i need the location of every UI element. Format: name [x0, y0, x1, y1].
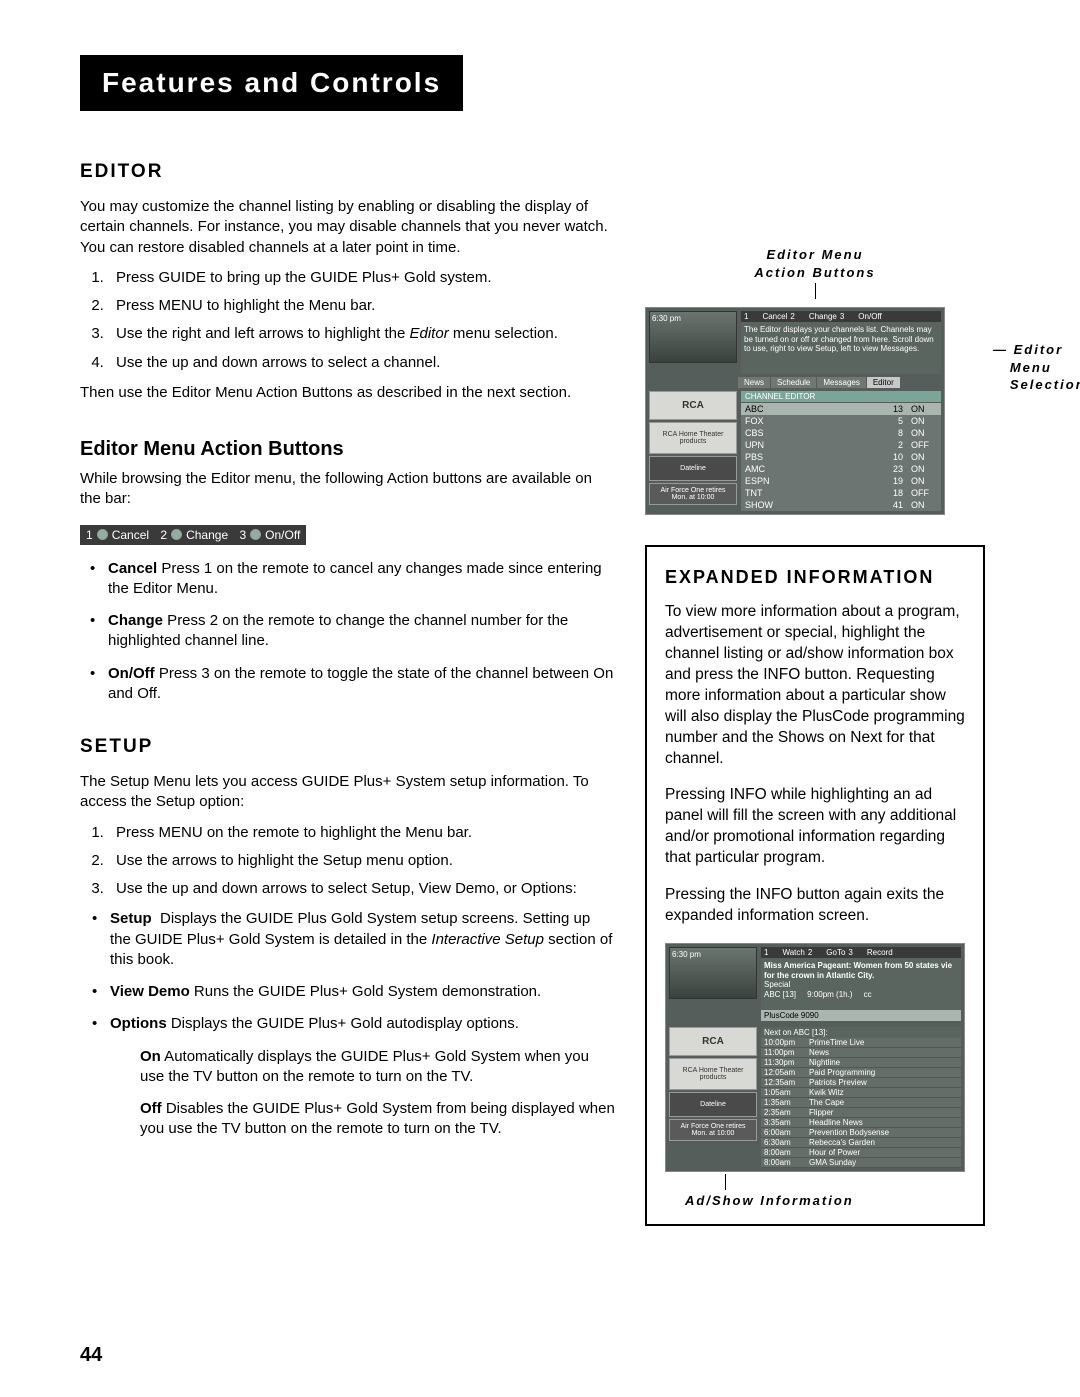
list-item: On Automatically displays the GUIDE Plus… [110, 1047, 615, 1088]
pip-window: 6:30 pm [649, 311, 737, 363]
tv-info-text: Miss America Pageant: Women from 50 stat… [761, 958, 961, 1010]
list-item: Off Disables the GUIDE Plus+ Gold System… [110, 1099, 615, 1140]
channel-row: UPN2OFF [741, 439, 941, 451]
tab-editor: Editor [867, 377, 900, 388]
channel-row: ESPN19ON [741, 475, 941, 487]
next-on-list: Next on ABC [13]: 10:00pmPrimeTime Live1… [761, 1027, 961, 1168]
tab-news: News [738, 377, 770, 388]
schedule-row: 12:35amPatriots Preview [761, 1078, 961, 1088]
schedule-row: 3:35amHeadline News [761, 1118, 961, 1128]
tv-info-text: The Editor displays your channels list. … [741, 322, 941, 374]
channel-row: PBS10ON [741, 451, 941, 463]
page-number: 44 [80, 1344, 102, 1367]
tv-tabs: News Schedule Messages Editor [738, 377, 944, 388]
schedule-row: 1:05amKwik Witz [761, 1088, 961, 1098]
editor-heading: Editor [80, 161, 615, 183]
expanded-info-box: Expanded Information To view more inform… [645, 545, 985, 1225]
page-title-banner: Features and Controls [80, 55, 463, 111]
channel-row: TNT18OFF [741, 487, 941, 499]
tv-ad-panel: RCA RCA Home Theater products Dateline A… [669, 1027, 757, 1168]
tv-action-bar: 1Cancel 2Change 3On/Off [741, 311, 941, 322]
schedule-row: 6:30amRebecca's Garden [761, 1138, 961, 1148]
schedule-row: 12:05amPaid Programming [761, 1068, 961, 1078]
setup-heading: Setup [80, 736, 615, 758]
setup-intro: The Setup Menu lets you access GUIDE Plu… [80, 772, 615, 813]
channel-row: FOX5ON [741, 415, 941, 427]
pip-window: 6:30 pm [669, 947, 757, 999]
dot-icon [97, 529, 108, 540]
channel-row: SHOW41ON [741, 499, 941, 511]
dot-icon [171, 529, 182, 540]
expanded-p1: To view more information about a program… [665, 602, 965, 769]
setup-steps: Press MENU on the remote to highlight th… [80, 823, 615, 900]
editor-buttons-heading: Editor Menu Action Buttons [80, 438, 615, 461]
expanded-p2: Pressing INFO while highlighting an ad p… [665, 785, 965, 869]
list-item: Use the up and down arrows to select Set… [108, 879, 615, 899]
list-item: Use the arrows to highlight the Setup me… [108, 851, 615, 871]
editor-intro: You may customize the channel listing by… [80, 197, 615, 258]
dot-icon [250, 529, 261, 540]
list-item: Options Displays the GUIDE Plus+ Gold au… [110, 1014, 615, 1034]
channel-editor-grid: CHANNEL EDITOR ABC13ONFOX5ONCBS8ONUPN2OF… [741, 391, 941, 511]
fig1-caption-side: — Editor Menu Selection [993, 341, 1080, 394]
channel-row: AMC23ON [741, 463, 941, 475]
tv-ad-panel: RCA RCA Home Theater products Dateline A… [649, 391, 737, 511]
action-bar-graphic: 1Cancel 2Change 3On/Off [80, 525, 306, 545]
schedule-row: 6:00amPrevention Bodysense [761, 1128, 961, 1138]
list-item: Press GUIDE to bring up the GUIDE Plus+ … [108, 268, 615, 288]
figure-1-wrap: Editor MenuAction Buttons — Editor Menu … [645, 246, 985, 515]
tv-screenshot-1: 6:30 pm 1Cancel 2Change 3On/Off The Edit… [645, 307, 945, 515]
fig1-caption-top: Editor MenuAction Buttons [645, 246, 985, 299]
right-column: Editor MenuAction Buttons — Editor Menu … [645, 161, 985, 1226]
content-columns: Editor You may customize the channel lis… [80, 161, 1020, 1226]
channel-row: ABC13ON [741, 403, 941, 415]
schedule-row: 1:35amThe Cape [761, 1098, 961, 1108]
list-item: Use the up and down arrows to select a c… [108, 353, 615, 373]
tv-screenshot-2: 6:30 pm 1Watch 2GoTo 3Record Miss Americ… [665, 943, 965, 1172]
schedule-row: 8:00amGMA Sunday [761, 1158, 961, 1168]
list-item: Use the right and left arrows to highlig… [108, 324, 615, 344]
schedule-row: 11:30pmNightline [761, 1058, 961, 1068]
schedule-row: 10:00pmPrimeTime Live [761, 1038, 961, 1048]
editor-steps: Press GUIDE to bring up the GUIDE Plus+ … [80, 268, 615, 373]
list-item: Press MENU to highlight the Menu bar. [108, 296, 615, 316]
tab-schedule: Schedule [771, 377, 816, 388]
editor-buttons-list: Cancel Press 1 on the remote to cancel a… [80, 559, 615, 705]
list-item: Press MENU on the remote to highlight th… [108, 823, 615, 843]
fig2-caption: Ad/Show Information [685, 1192, 965, 1210]
list-item: Cancel Press 1 on the remote to cancel a… [108, 559, 615, 600]
list-item: View Demo Runs the GUIDE Plus+ Gold Syst… [110, 982, 615, 1002]
setup-options: Setup Displays the GUIDE Plus Gold Syste… [80, 909, 615, 1139]
list-item: On/Off Press 3 on the remote to toggle t… [108, 664, 615, 705]
schedule-row: 8:00amHour of Power [761, 1148, 961, 1158]
expanded-heading: Expanded Information [665, 567, 965, 588]
tv-action-bar: 1Watch 2GoTo 3Record [761, 947, 961, 958]
editor-buttons-intro: While browsing the Editor menu, the foll… [80, 469, 615, 510]
schedule-row: 2:35amFlipper [761, 1108, 961, 1118]
left-column: Editor You may customize the channel lis… [80, 161, 615, 1226]
tab-messages: Messages [817, 377, 865, 388]
list-item: Setup Displays the GUIDE Plus Gold Syste… [110, 909, 615, 970]
expanded-p3: Pressing the INFO button again exits the… [665, 885, 965, 927]
editor-after: Then use the Editor Menu Action Buttons … [80, 383, 615, 403]
list-item: Change Press 2 on the remote to change t… [108, 611, 615, 652]
channel-row: CBS8ON [741, 427, 941, 439]
schedule-row: 11:00pmNews [761, 1048, 961, 1058]
